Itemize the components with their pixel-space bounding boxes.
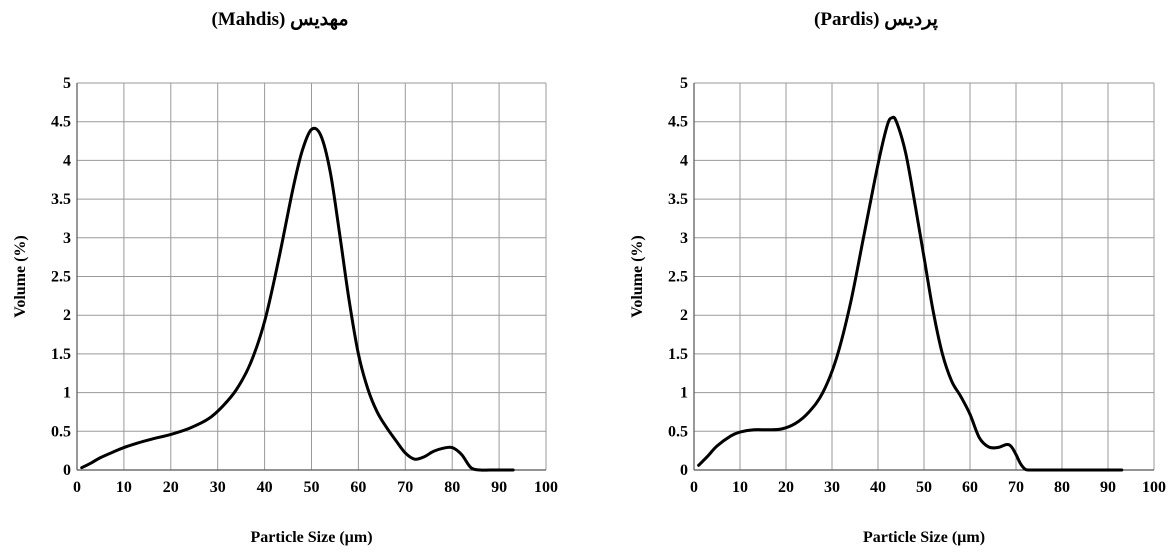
x-tick-label: 80 — [444, 479, 460, 496]
y-tick-label: 4 — [680, 152, 688, 169]
y-axis-label: Volume (%) — [629, 235, 646, 318]
y-tick-label: 0.5 — [51, 423, 71, 440]
y-tick-label: 0 — [680, 462, 688, 479]
x-tick-label: 90 — [491, 479, 507, 496]
y-tick-label: 4.5 — [668, 114, 688, 131]
y-tick-label: 3.5 — [668, 191, 688, 208]
y-tick-label: 4 — [63, 152, 71, 169]
x-tick-label: 50 — [916, 479, 932, 496]
x-tick-label: 40 — [870, 479, 886, 496]
x-tick-label: 100 — [534, 479, 558, 496]
y-tick-label: 0.5 — [668, 423, 688, 440]
x-tick-label: 70 — [1008, 479, 1024, 496]
y-tick-label: 3 — [63, 230, 71, 247]
y-tick-label: 2 — [63, 307, 71, 324]
x-tick-label: 40 — [257, 479, 273, 496]
y-tick-label: 1 — [680, 385, 688, 402]
y-tick-label: 1.5 — [51, 346, 71, 363]
x-axis-label: Particle Size (µm) — [250, 529, 372, 546]
y-tick-label: 1.5 — [668, 346, 688, 363]
x-tick-label: 10 — [116, 479, 132, 496]
y-tick-label: 5 — [63, 75, 71, 92]
x-tick-label: 80 — [1054, 479, 1070, 496]
y-tick-label: 5 — [680, 75, 688, 92]
x-axis-label: Particle Size (µm) — [863, 529, 985, 546]
x-tick-label: 20 — [778, 479, 794, 496]
y-tick-label: 0 — [63, 462, 71, 479]
x-tick-label: 20 — [163, 479, 179, 496]
x-tick-label: 60 — [350, 479, 366, 496]
x-tick-label: 100 — [1142, 479, 1166, 496]
x-tick-label: 30 — [210, 479, 226, 496]
chart-title: (Pardis) پردیس — [814, 9, 938, 30]
series-line — [80, 126, 515, 472]
chart-title: (Mahdis) مهدیس — [211, 9, 349, 30]
y-tick-label: 2.5 — [51, 269, 71, 286]
x-tick-label: 50 — [304, 479, 320, 496]
chart-panel-mahdis: (Mahdis) مهدیس 0 10 20 30 40 50 60 70 80 90 100 0 0.… — [12, 9, 558, 546]
y-tick-label: 4.5 — [51, 114, 71, 131]
y-tick-label: 2.5 — [668, 269, 688, 286]
x-tick-label: 0 — [73, 479, 81, 496]
chart-svg: 0 10 20 30 40 50 60 70 80 90 100 0 0.5 1 1.5 2 2.5 3 3.5 4 4… — [629, 75, 1166, 546]
x-tick-label: 30 — [824, 479, 840, 496]
x-tick-label: 10 — [732, 479, 748, 496]
x-tick-label: 70 — [397, 479, 413, 496]
y-tick-label: 1 — [63, 385, 71, 402]
y-tick-label: 3.5 — [51, 191, 71, 208]
x-tick-label: 90 — [1100, 479, 1116, 496]
chart-svg: 0 10 20 30 40 50 60 70 80 90 100 0 0.5 1 1.5 2 2.5 3 3.5 4 4… — [12, 75, 558, 546]
y-tick-label: 2 — [680, 307, 688, 324]
series-line — [697, 115, 1124, 472]
y-axis-label: Volume (%) — [12, 235, 29, 318]
x-tick-label: 0 — [690, 479, 698, 496]
chart-panel-pardis: (Pardis) پردیس 0 10 20 30 40 50 60 70 80 90 100 0 0.… — [586, 0, 1172, 559]
x-tick-label: 60 — [962, 479, 978, 496]
y-tick-label: 3 — [680, 230, 688, 247]
